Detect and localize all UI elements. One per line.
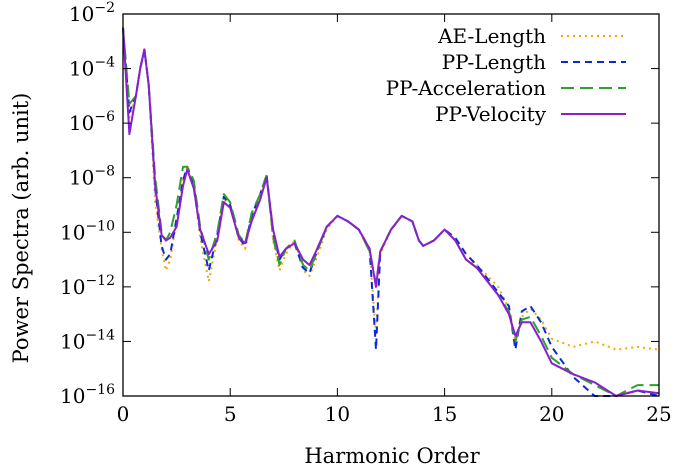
ticks: 0 5 10 15 20 25 10−16 10−14 10−12 10−10 10−8 10−6 10… xyxy=(60,0,672,426)
x-axis-label: Harmonic Order xyxy=(304,444,480,468)
y-tick-label: 10−16 xyxy=(60,382,115,408)
legend-label-pp-length: PP-Length xyxy=(442,50,546,74)
plot-frame xyxy=(122,13,660,397)
legend: AE-LengthPP-LengthPP-AccelerationPP-Velo… xyxy=(386,24,626,126)
series-line-pp-velocity xyxy=(122,27,660,397)
y-tick-label: 10−8 xyxy=(69,164,115,190)
y-axis-label: Power Spectra (arb. unit) xyxy=(9,93,33,364)
y-tick-label: 10−14 xyxy=(60,327,115,353)
series-line-pp-length xyxy=(122,27,660,397)
x-tick-label: 25 xyxy=(646,402,671,426)
axes xyxy=(122,13,660,397)
y-tick-label: 10−2 xyxy=(69,0,115,26)
legend-label-pp-velocity: PP-Velocity xyxy=(435,102,547,126)
x-tick-label: 0 xyxy=(117,402,130,426)
x-tick-label: 10 xyxy=(325,402,350,426)
y-tick-label: 10−6 xyxy=(69,109,115,135)
y-tick-label: 10−4 xyxy=(69,55,115,81)
x-tick-label: 20 xyxy=(539,402,564,426)
x-tick-label: 15 xyxy=(432,402,457,426)
y-tick-label: 10−10 xyxy=(60,218,115,244)
x-tick-label: 5 xyxy=(224,402,237,426)
series-line-pp-acceleration xyxy=(122,27,659,397)
legend-label-pp-acceleration: PP-Acceleration xyxy=(386,76,546,100)
legend-label-ae-length: AE-Length xyxy=(437,24,546,48)
plot-lines xyxy=(122,27,660,397)
y-tick-label: 10−12 xyxy=(60,273,115,299)
